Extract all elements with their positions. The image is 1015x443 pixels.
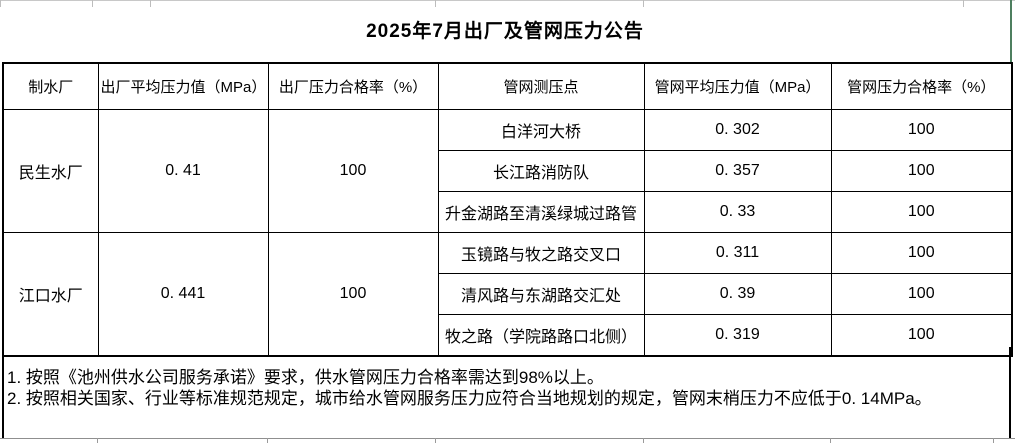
plant-name-cell: 民生水厂 <box>2 109 99 233</box>
gridline-tick <box>830 438 831 443</box>
gridline-tick <box>643 438 644 443</box>
pressure-table: 制水厂 出厂平均压力值（MPa） 出厂压力合格率（%） 管网测压点 管网平均压力… <box>2 62 1013 357</box>
gridline-tick <box>435 438 436 443</box>
point-name-cell: 升金湖路至清溪绿城过路管 <box>437 191 645 233</box>
header-cell-plant: 制水厂 <box>2 62 99 110</box>
point-pass-cell: 100 <box>830 109 1013 151</box>
table-row: 牧之路（学院路路口北侧） 0. 319 100 <box>3 314 1013 357</box>
point-name-cell: 白洋河大桥 <box>437 109 645 151</box>
point-name-cell: 清风路与东湖路交汇处 <box>437 273 645 315</box>
header-cell-outlet-avg: 出厂平均压力值（MPa） <box>97 62 269 110</box>
gridline-tick <box>643 0 644 7</box>
gridline-tick <box>993 438 994 443</box>
gridline-tick <box>267 438 268 443</box>
outlet-pass-rate-cell: 100 <box>267 232 439 357</box>
gridline-tick <box>97 438 98 443</box>
note-line-1: 1. 按照《池州供水公司服务承诺》要求，供水管网压力合格率需达到98%以上。 <box>7 368 604 387</box>
point-avg-cell: 0. 39 <box>643 273 832 315</box>
point-pass-cell: 100 <box>830 191 1013 233</box>
gridline-tick <box>435 0 436 7</box>
header-cell-network-pass-rate: 管网压力合格率（%） <box>830 62 1013 110</box>
point-pass-cell: 100 <box>830 232 1013 274</box>
bottom-gridline <box>0 438 1015 439</box>
outlet-pass-rate-cell: 100 <box>267 109 439 233</box>
point-avg-cell: 0. 357 <box>643 150 832 192</box>
table-row: 升金湖路至清溪绿城过路管 0. 33 100 <box>3 191 1013 233</box>
header-cell-outlet-pass-rate: 出厂压力合格率（%） <box>267 62 439 110</box>
table-row: 清风路与东湖路交汇处 0. 39 100 <box>3 273 1013 315</box>
point-pass-cell: 100 <box>830 150 1013 192</box>
gridline-tick <box>963 0 964 7</box>
outlet-avg-cell: 0. 41 <box>97 109 269 233</box>
notes-block: 1. 按照《池州供水公司服务承诺》要求，供水管网压力合格率需达到98%以上。 2… <box>2 347 1011 438</box>
outlet-avg-cell: 0. 441 <box>97 232 269 357</box>
table-row: 民生水厂 0. 41 100 白洋河大桥 0. 302 100 <box>2 109 1013 233</box>
point-name-cell: 玉镜路与牧之路交叉口 <box>437 232 645 274</box>
gridline-tick <box>92 0 93 7</box>
point-avg-cell: 0. 319 <box>643 314 832 357</box>
gridline-tick <box>150 0 151 7</box>
point-pass-cell: 100 <box>830 273 1013 315</box>
top-gridline <box>0 0 1015 1</box>
header-cell-network-avg: 管网平均压力值（MPa） <box>643 62 832 110</box>
sheet-edge-green-line <box>1010 0 1012 62</box>
header-cell-network-point: 管网测压点 <box>437 62 645 110</box>
table-row: 江口水厂 0. 441 100 玉镜路与牧之路交叉口 0. 311 100 <box>2 232 1013 357</box>
table-row: 长江路消防队 0. 357 100 <box>3 150 1013 192</box>
note-line-2: 2. 按照相关国家、行业等标准规范规定，城市给水管网服务压力应符合当地规划的规定… <box>7 389 932 408</box>
gridline-tick <box>0 0 1 7</box>
table-header-row: 制水厂 出厂平均压力值（MPa） 出厂压力合格率（%） 管网测压点 管网平均压力… <box>2 62 1013 110</box>
plant-name-cell: 江口水厂 <box>2 232 99 357</box>
point-name-cell: 牧之路（学院路路口北侧） <box>437 314 645 357</box>
point-pass-cell: 100 <box>830 314 1013 357</box>
point-avg-cell: 0. 311 <box>643 232 832 274</box>
point-name-cell: 长江路消防队 <box>437 150 645 192</box>
page-title: 2025年7月出厂及管网压力公告 <box>366 21 644 42</box>
point-avg-cell: 0. 302 <box>643 109 832 151</box>
point-avg-cell: 0. 33 <box>643 191 832 233</box>
